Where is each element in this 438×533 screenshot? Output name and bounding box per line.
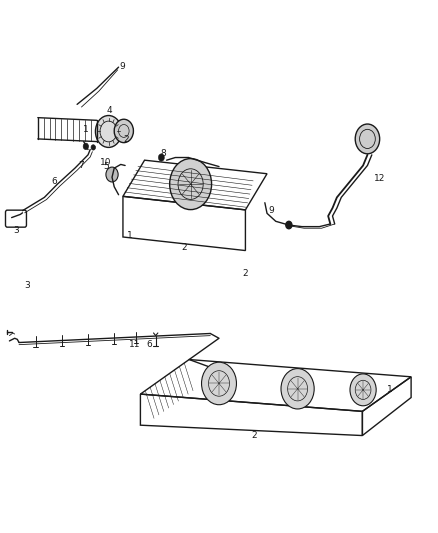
Text: 6: 6 — [51, 177, 57, 186]
Circle shape — [114, 119, 134, 143]
Text: 2: 2 — [124, 135, 129, 144]
Circle shape — [158, 154, 164, 161]
Circle shape — [355, 124, 380, 154]
Text: 2: 2 — [242, 269, 248, 278]
Circle shape — [201, 362, 237, 405]
Circle shape — [281, 368, 314, 409]
Text: 9: 9 — [120, 62, 125, 70]
Text: 5: 5 — [103, 162, 109, 171]
Circle shape — [83, 143, 88, 150]
Circle shape — [106, 167, 118, 182]
Circle shape — [286, 221, 292, 229]
Circle shape — [350, 374, 376, 406]
Text: 2: 2 — [181, 244, 187, 253]
Text: 6: 6 — [146, 340, 152, 349]
Text: 1: 1 — [127, 231, 133, 240]
Text: 3: 3 — [13, 226, 19, 235]
Text: 7: 7 — [78, 161, 85, 170]
Text: 1: 1 — [83, 125, 89, 134]
Text: 9: 9 — [268, 206, 274, 215]
Text: 2: 2 — [251, 431, 257, 440]
Text: 8: 8 — [160, 149, 166, 158]
Text: 4: 4 — [106, 106, 112, 115]
Text: 10: 10 — [100, 158, 111, 167]
Text: 11: 11 — [129, 340, 141, 349]
Text: 1: 1 — [387, 385, 393, 394]
Circle shape — [95, 116, 122, 148]
Circle shape — [170, 159, 212, 209]
Text: 12: 12 — [374, 174, 385, 183]
Text: 3: 3 — [24, 280, 30, 289]
Circle shape — [91, 145, 95, 150]
